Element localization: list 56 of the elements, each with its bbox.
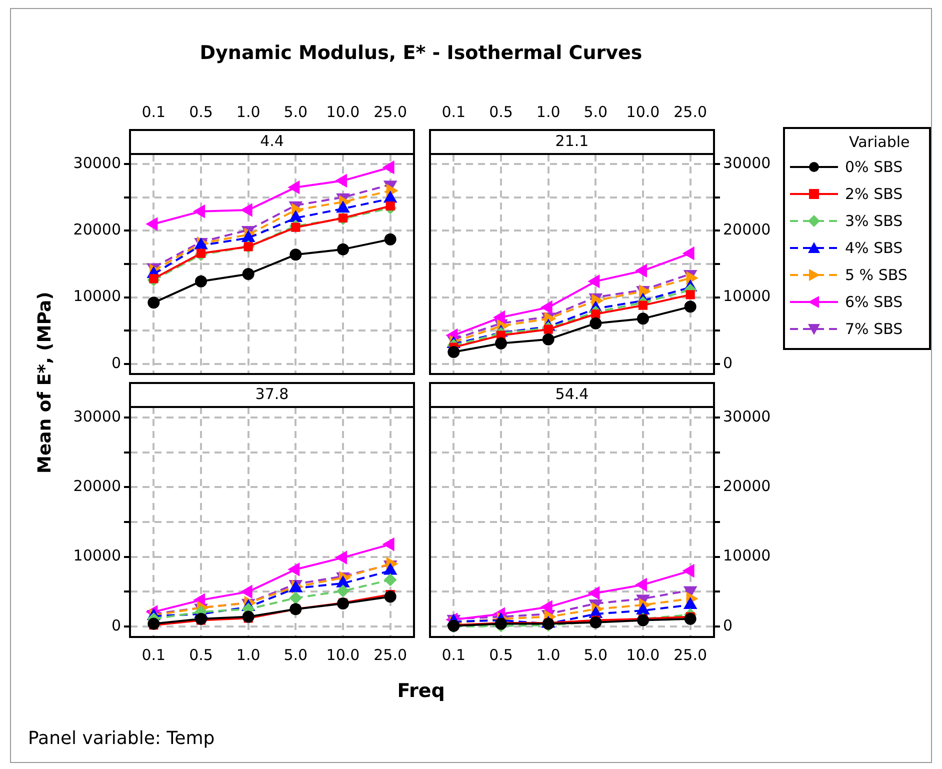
y-tick-label: 20000	[723, 220, 771, 239]
text: Panel variable: Temp	[28, 728, 215, 749]
x-tick-label: 0.1	[142, 102, 166, 121]
legend-label: 0% SBS	[845, 158, 903, 176]
chart-subtitle: 21.1	[555, 132, 589, 150]
x-axis-title: Freq	[396, 680, 446, 702]
legend-label: 6% SBS	[845, 292, 903, 310]
y-tick-label: 10000	[73, 546, 121, 565]
x-tick-label: 0.1	[442, 102, 466, 121]
x-tick-label: 0.5	[489, 102, 513, 121]
x-tick-label: 0.5	[489, 646, 513, 664]
x-tick-label: 25.0	[374, 102, 408, 121]
y-tick-label: 30000	[723, 154, 771, 172]
y-tick-label: 30000	[723, 407, 771, 426]
x-tick-label: 1.0	[536, 646, 560, 664]
legend-label: 7% SBS	[845, 320, 903, 338]
y-tick-label: 0	[111, 616, 121, 634]
x-tick-label: 1.0	[236, 102, 260, 121]
y-axis-title: Mean of E*, (MPa)	[34, 290, 56, 476]
y-tick-label: 10000	[73, 287, 121, 306]
x-tick-label: 0.1	[142, 646, 166, 664]
x-tick-label: 10.0	[326, 102, 360, 121]
legend-label: 2% SBS	[845, 184, 903, 202]
y-tick-label: 20000	[73, 477, 121, 496]
legend-title: Variable	[848, 133, 911, 151]
x-tick-label: 1.0	[236, 646, 260, 664]
x-tick-label: 10.0	[626, 102, 660, 121]
x-tick-label: 0.5	[189, 102, 213, 121]
chart-subtitle: 37.8	[255, 384, 289, 403]
x-tick-label: 25.0	[674, 646, 708, 664]
y-tick-label: 20000	[723, 477, 771, 496]
x-tick-label: 5.0	[584, 646, 608, 664]
x-tick-label: 0.5	[189, 646, 213, 664]
y-tick-label: 0	[723, 354, 733, 372]
x-tick-label: 0.1	[442, 646, 466, 664]
y-tick-label: 0	[111, 354, 121, 372]
x-tick-label: 5.0	[284, 102, 308, 121]
x-tick-label: 25.0	[374, 646, 408, 664]
x-tick-label: 5.0	[584, 102, 608, 121]
x-tick-label: 10.0	[326, 646, 360, 664]
y-tick-label: 10000	[723, 546, 771, 565]
legend-label: 4% SBS	[845, 238, 903, 256]
y-tick-label: 10000	[723, 287, 771, 306]
chart-title: Dynamic Modulus, E* - Isothermal Curves	[198, 42, 644, 64]
x-tick-label: 1.0	[536, 102, 560, 121]
x-tick-label: 25.0	[674, 102, 708, 121]
y-tick-label: 0	[723, 616, 733, 634]
x-tick-label: 5.0	[284, 646, 308, 664]
chart-subtitle: 4.4	[260, 132, 284, 150]
y-tick-label: 20000	[73, 220, 121, 239]
legend-label: 5 % SBS	[845, 266, 908, 284]
x-tick-label: 10.0	[626, 646, 660, 664]
chart-subtitle: 54.4	[555, 384, 589, 403]
legend-label: 3% SBS	[845, 212, 903, 230]
y-tick-label: 30000	[73, 407, 121, 426]
y-tick-label: 30000	[73, 154, 121, 172]
